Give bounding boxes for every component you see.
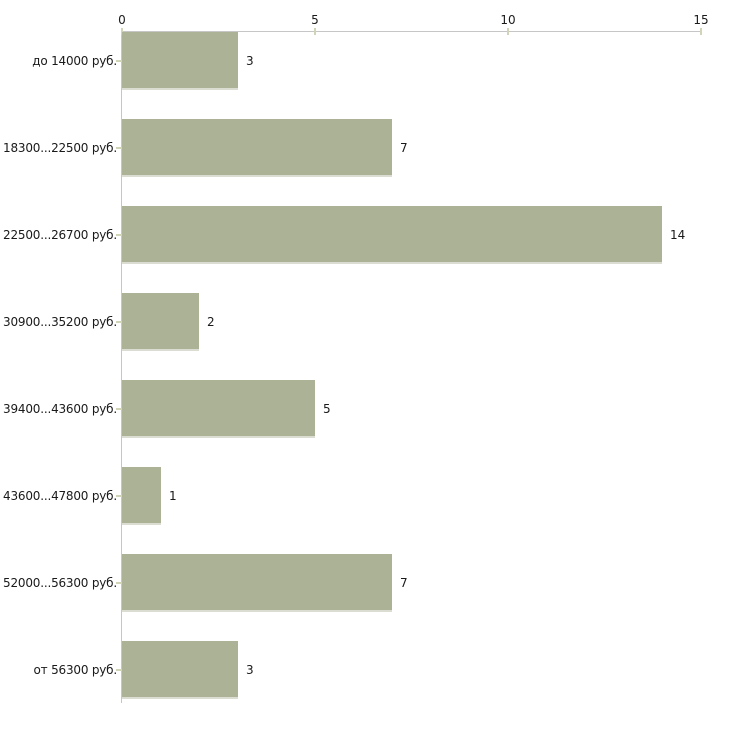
category-label: 52000...56300 руб. [3,576,117,590]
category-label: 39400...43600 руб. [3,402,117,416]
value-label: 7 [400,576,408,590]
bar [122,554,392,612]
y-axis-line [121,31,122,703]
value-label: 3 [246,54,254,68]
x-axis-tick [121,28,123,35]
x-axis-line [122,31,702,32]
category-label: от 56300 руб. [33,663,118,677]
x-axis-tick [700,28,702,35]
y-axis-tick [116,321,122,323]
y-axis-tick [116,147,122,149]
x-axis-tick [507,28,509,35]
y-axis-tick [116,582,122,584]
bar [122,32,238,90]
x-axis-tick-label: 0 [118,13,126,27]
category-label: 30900...35200 руб. [3,315,117,329]
category-label: до 14000 руб. [32,54,117,68]
value-label: 14 [670,228,686,242]
bar [122,119,392,177]
x-axis-tick [314,28,316,35]
value-label: 3 [246,663,254,677]
value-label: 7 [400,141,408,155]
value-label: 1 [169,489,177,503]
y-axis-tick [116,669,122,671]
category-label: 22500...26700 руб. [3,228,117,242]
bar [122,380,315,438]
x-axis-tick-label: 15 [693,13,709,27]
y-axis-tick [116,495,122,497]
y-axis-tick [116,234,122,236]
bar [122,467,161,525]
category-label: 18300...22500 руб. [3,141,117,155]
bar [122,293,199,351]
bar [122,641,238,699]
y-axis-tick [116,408,122,410]
category-label: 43600...47800 руб. [3,489,117,503]
value-label: 5 [323,402,331,416]
x-axis-tick-label: 5 [311,13,319,27]
y-axis-tick [116,60,122,62]
bar [122,206,662,264]
x-axis-tick-label: 10 [500,13,516,27]
value-label: 2 [207,315,215,329]
